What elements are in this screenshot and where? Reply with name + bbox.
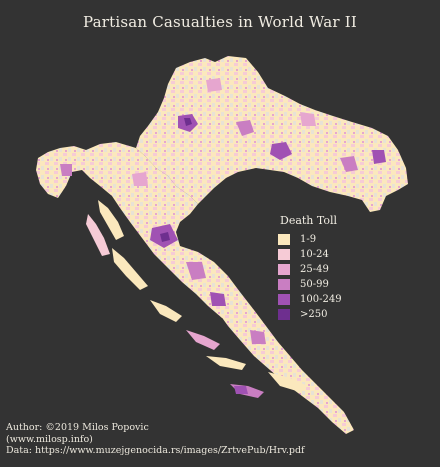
island [268,372,308,392]
region-high [236,120,254,136]
legend-item: 25-49 [278,262,342,276]
region-high [372,150,386,164]
credits: Author: ©2019 Milos Popovic (www.milosp.… [6,422,305,457]
region-high [132,172,148,186]
credits-data-source: Data: https://www.muzejgenocida.rs/image… [6,445,305,456]
map-title: Partisan Casualties in World War II [83,13,357,31]
region-high [60,164,72,176]
western-region [36,142,232,318]
region-high [250,330,266,344]
legend-item: 100-249 [278,292,342,306]
island [86,214,110,256]
island [112,248,148,290]
island [206,356,246,370]
legend-item: 1-9 [278,232,342,246]
credits-website: (www.milosp.info) [6,433,93,445]
region-high [300,112,316,126]
credits-author: Author: ©2019 Milos Popovic [6,422,149,433]
legend-label: 10-24 [300,248,329,260]
legend-swatch [278,308,290,320]
legend-swatch [278,233,290,245]
legend-label: 50-99 [300,278,329,290]
legend-item: 50-99 [278,277,342,291]
region-high [210,292,226,306]
island [186,330,220,350]
legend-label: 25-49 [300,263,329,275]
island [150,300,182,322]
legend-swatch [278,278,290,290]
legend-swatch [278,293,290,305]
island [98,200,124,240]
legend-swatch [278,263,290,275]
region-high [340,156,358,172]
legend-label: >250 [300,308,328,320]
legend: Death Toll 1-9 10-24 25-49 50-99 100-249… [278,214,342,322]
region-high [184,118,192,126]
region-high [160,232,170,242]
dalmatia-region [180,246,354,434]
legend-title: Death Toll [280,214,338,227]
legend-label: 1-9 [300,233,317,245]
continental-region [136,56,408,212]
region-high [234,386,248,394]
region-high [270,142,292,160]
legend-item: >250 [278,307,342,321]
legend-swatch [278,248,290,260]
region-high [206,78,222,92]
legend-label: 100-249 [300,293,342,305]
region-high [186,262,206,280]
legend-item: 10-24 [278,247,342,261]
